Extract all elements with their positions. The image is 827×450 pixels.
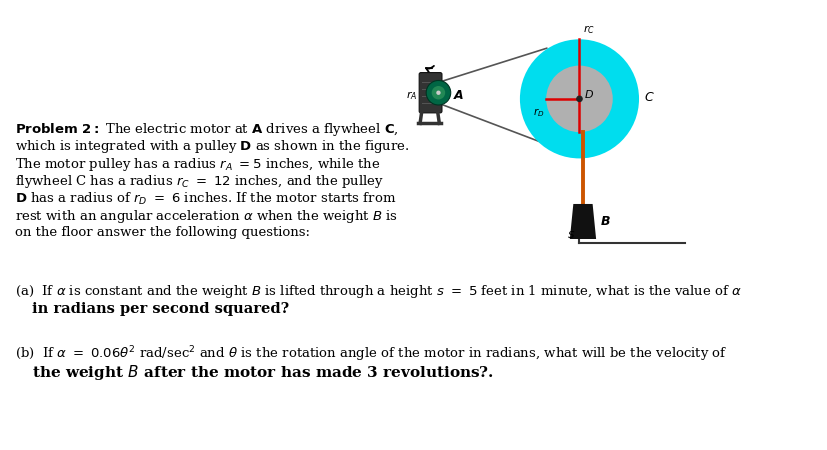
Circle shape [426, 81, 451, 105]
Text: C: C [644, 90, 653, 104]
Circle shape [577, 96, 582, 102]
Text: D: D [585, 90, 593, 100]
Text: $r_C$: $r_C$ [583, 23, 595, 36]
Circle shape [437, 90, 441, 95]
Text: A: A [454, 89, 464, 102]
Text: s: s [567, 228, 574, 241]
Text: $\mathbf{D}$ has a radius of $r_D\ =\ 6$ inches. If the motor starts from: $\mathbf{D}$ has a radius of $r_D\ =\ 6$… [15, 191, 396, 207]
Text: in radians per second squared?: in radians per second squared? [32, 302, 289, 316]
FancyBboxPatch shape [419, 72, 442, 113]
Text: flywheel C has a radius $r_C\ =\ 12$ inches, and the pulley: flywheel C has a radius $r_C\ =\ 12$ inc… [15, 173, 384, 190]
Text: rest with an angular acceleration $\alpha$ when the weight $B$ is: rest with an angular acceleration $\alph… [15, 208, 398, 225]
Polygon shape [570, 204, 596, 239]
Text: The motor pulley has a radius $r_A\ =5$ inches, while the: The motor pulley has a radius $r_A\ =5$ … [15, 156, 380, 173]
Text: (b)  If $\alpha\ =\ 0.06\theta^2$ rad/sec$^2$ and $\theta$ is the rotation angle: (b) If $\alpha\ =\ 0.06\theta^2$ rad/sec… [15, 344, 727, 364]
Text: which is integrated with a pulley $\mathbf{D}$ as shown in the figure.: which is integrated with a pulley $\math… [15, 138, 409, 155]
Circle shape [432, 86, 445, 99]
Text: B: B [600, 215, 610, 228]
Text: on the floor answer the following questions:: on the floor answer the following questi… [15, 226, 309, 239]
Text: (a)  If $\alpha$ is constant and the weight $B$ is lifted through a height $s\ =: (a) If $\alpha$ is constant and the weig… [15, 283, 742, 300]
Text: $r_D$: $r_D$ [533, 106, 544, 119]
Text: the weight $B$ after the motor has made 3 revolutions?.: the weight $B$ after the motor has made … [32, 364, 494, 382]
Text: $\mathbf{Problem\ 2:}$ The electric motor at $\mathbf{A}$ drives a flywheel $\ma: $\mathbf{Problem\ 2:}$ The electric moto… [15, 121, 399, 138]
Ellipse shape [546, 66, 613, 132]
Ellipse shape [520, 39, 639, 158]
Text: $r_A$: $r_A$ [406, 89, 418, 102]
